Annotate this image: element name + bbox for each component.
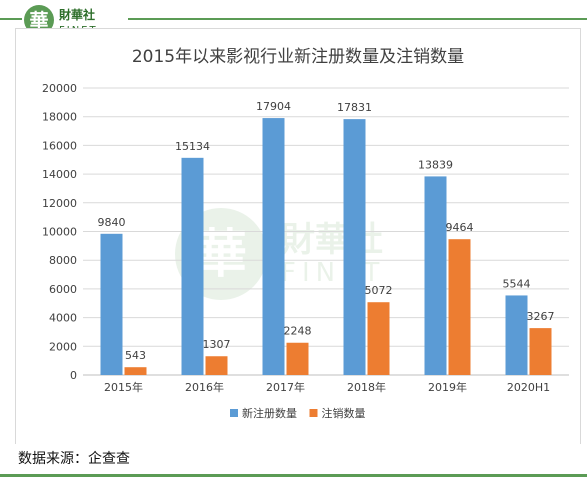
- bar-cancellations: [286, 342, 309, 375]
- y-tick-label: 4000: [49, 312, 77, 325]
- bar-cancellations: [205, 356, 228, 375]
- data-label: 5544: [503, 277, 531, 290]
- data-label: 3267: [527, 310, 555, 323]
- svg-text:華: 華: [195, 225, 247, 285]
- data-label: 2248: [284, 325, 312, 338]
- y-tick-label: 16000: [42, 139, 77, 152]
- data-label: 543: [125, 349, 146, 362]
- bar-new-registrations: [262, 118, 285, 375]
- y-tick-label: 14000: [42, 168, 77, 181]
- bar-new-registrations: [505, 295, 528, 375]
- bar-cancellations: [124, 367, 147, 375]
- source-text: 数据来源：企查查: [18, 451, 130, 467]
- bar-cancellations: [367, 302, 390, 375]
- y-tick-label: 8000: [49, 254, 77, 267]
- legend-label: 注销数量: [322, 406, 366, 420]
- footer-rule: [0, 474, 587, 477]
- y-tick-label: 20000: [42, 82, 77, 95]
- data-label: 1307: [203, 338, 231, 351]
- data-label: 5072: [365, 284, 393, 297]
- x-tick-label: 2016年: [185, 380, 224, 394]
- y-tick-label: 0: [70, 369, 77, 382]
- chart-title: 2015年以来影视行业新注册数量及注销数量: [132, 47, 464, 67]
- bar-new-registrations: [100, 233, 123, 375]
- x-tick-label: 2020H1: [507, 381, 550, 394]
- svg-text:華: 華: [29, 9, 48, 32]
- header-rule: [0, 18, 587, 20]
- legend-label: 新注册数量: [242, 406, 297, 420]
- chart-frame: 華 財華社 FINET 2015年以来影视行业新注册数量及注销数量 0 2000 4…: [15, 28, 581, 445]
- x-tick-label: 2019年: [428, 380, 467, 394]
- bar-new-registrations: [343, 119, 366, 375]
- x-tick-label: 2018年: [347, 380, 386, 394]
- x-tick-label: 2017年: [266, 380, 305, 394]
- source-row: 数据来源：企查查: [0, 444, 587, 477]
- bar-new-registrations: [424, 176, 447, 375]
- x-tick-label: 2015年: [104, 380, 143, 394]
- brand-logo-mark: [24, 5, 54, 35]
- svg-text:財華社: 財華社: [58, 7, 95, 22]
- y-tick-label: 2000: [49, 340, 77, 353]
- y-tick-label: 18000: [42, 111, 77, 124]
- y-tick-label: 6000: [49, 283, 77, 296]
- bar-cancellations: [529, 328, 552, 375]
- data-label: 13839: [418, 158, 453, 171]
- bar-chart: 華 財華社 FINET 2015年以来影视行业新注册数量及注销数量 020004…: [42, 47, 569, 420]
- data-label: 9840: [98, 216, 126, 229]
- y-tick-label: 12000: [42, 197, 77, 210]
- data-label: 15134: [175, 140, 210, 153]
- legend-swatch: [230, 409, 238, 417]
- svg-text:財華社: 財華社: [281, 220, 383, 260]
- data-label: 17904: [256, 100, 291, 113]
- data-label: 17831: [337, 101, 372, 114]
- legend-swatch: [309, 409, 318, 417]
- bar-cancellations: [448, 239, 471, 375]
- bar-new-registrations: [181, 157, 204, 375]
- data-label: 9464: [446, 221, 474, 234]
- y-tick-label: 10000: [42, 226, 77, 239]
